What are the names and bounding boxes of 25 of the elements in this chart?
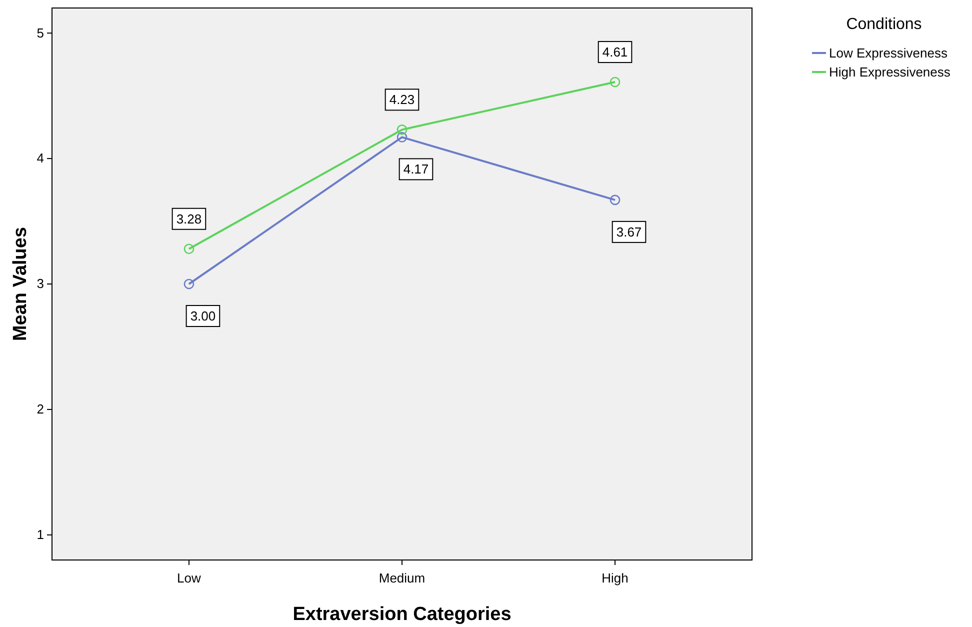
data-label: 4.23 — [389, 92, 415, 108]
data-label: 3.00 — [190, 308, 216, 324]
x-axis-title: Extraversion Categories — [292, 604, 512, 625]
y-tick-label: 5 — [36, 25, 44, 40]
data-label: 3.28 — [176, 211, 202, 226]
data-label: 3.67 — [616, 224, 642, 240]
data-label: 4.61 — [602, 44, 628, 60]
y-axis-title: Mean Values — [10, 226, 31, 342]
point — [396, 124, 408, 135]
x-tick-label: High — [602, 570, 628, 586]
y-tick-label: 3 — [36, 276, 44, 292]
legend-label: Low Expressiveness — [829, 46, 948, 60]
y-tick-label: 4 — [36, 150, 44, 166]
y-tick-label: 1 — [36, 527, 44, 542]
point — [610, 194, 620, 206]
data-label: 4.17 — [403, 162, 429, 177]
point — [184, 244, 194, 254]
point — [184, 278, 194, 290]
point — [610, 76, 620, 88]
y-tick-label: 2 — [36, 402, 44, 417]
point — [396, 132, 408, 142]
x-tick-label: Low — [177, 570, 202, 586]
legend-title: Conditions — [846, 16, 922, 33]
legend-label: High Expressiveness — [829, 64, 951, 80]
x-tick-label: Medium — [378, 570, 426, 586]
